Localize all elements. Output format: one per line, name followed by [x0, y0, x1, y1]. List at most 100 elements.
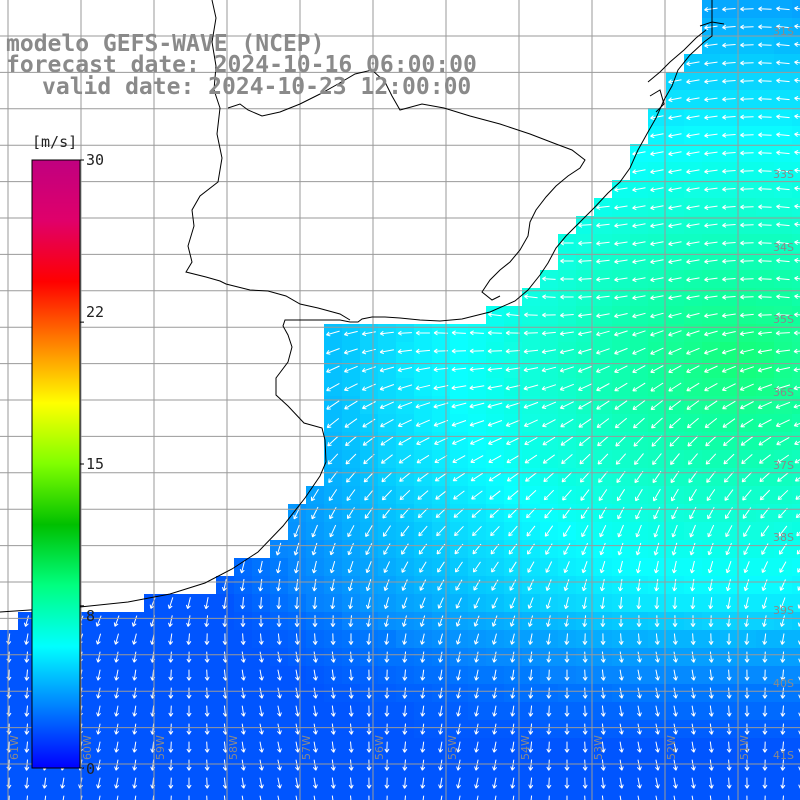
wind-arrow: [636, 777, 642, 789]
wind-arrow: [366, 687, 372, 699]
ocean-cell: [36, 792, 54, 800]
wind-arrow: [758, 186, 772, 192]
wind-arrow: [241, 795, 244, 800]
wind-arrow: [708, 759, 714, 771]
wind-arrow: [542, 419, 556, 428]
wind-arrow: [563, 561, 570, 574]
ocean-cell: [792, 720, 800, 738]
wind-arrow: [541, 330, 556, 336]
wind-arrow: [437, 597, 444, 609]
latitude-label: 33S: [773, 168, 794, 181]
wind-arrow: [740, 240, 754, 246]
wind-arrow: [80, 795, 83, 800]
wind-arrow: [560, 276, 574, 282]
wind-arrow: [312, 615, 318, 627]
wind-arrow: [470, 455, 484, 463]
colorbar-label-15: 15: [86, 455, 105, 473]
wind-arrow: [668, 312, 682, 319]
wind-arrow: [651, 435, 663, 447]
wind-arrow: [401, 597, 408, 609]
wind-arrow: [346, 489, 356, 501]
wind-arrow: [455, 561, 463, 573]
wind-arrow: [526, 525, 536, 537]
wind-arrow: [757, 366, 773, 373]
wind-arrow: [740, 436, 754, 446]
latitude-label: 38S: [773, 531, 794, 544]
wind-arrow: [258, 615, 264, 627]
ocean-cell: [666, 792, 684, 800]
wind-arrow: [776, 132, 790, 138]
wind-arrow: [186, 705, 192, 717]
wind-arrow: [618, 651, 624, 663]
wind-arrow: [726, 723, 732, 735]
wind-arrow: [668, 115, 682, 121]
wind-arrow: [96, 723, 101, 735]
wind-arrow: [721, 313, 736, 318]
wind-arrow: [582, 651, 588, 663]
longitude-label: 52W: [665, 735, 678, 760]
wind-arrow: [492, 687, 498, 699]
wind-arrow: [44, 795, 47, 800]
wind-arrow: [722, 222, 736, 228]
wind-arrow: [690, 633, 696, 645]
wind-arrow: [240, 579, 245, 592]
wind-arrow: [776, 186, 790, 192]
wind-arrow: [708, 633, 714, 645]
wind-arrow: [704, 277, 718, 282]
wind-arrow: [347, 579, 353, 592]
wind-arrow: [546, 741, 552, 753]
wind-arrow: [402, 705, 408, 717]
title-forecast-date: forecast date: 2024-10-16 06:00:00: [6, 52, 477, 78]
wind-arrow: [672, 615, 678, 627]
wind-arrow: [384, 669, 390, 681]
wind-arrow: [437, 579, 445, 591]
wind-arrow: [365, 525, 373, 538]
wind-arrow: [668, 97, 682, 103]
wind-arrow: [506, 454, 520, 464]
wind-arrow: [312, 741, 318, 753]
wind-arrow: [379, 366, 395, 373]
wind-arrow: [330, 633, 336, 645]
wind-arrow: [578, 400, 592, 410]
wind-arrow: [510, 687, 516, 699]
wind-arrow: [417, 507, 429, 519]
wind-arrow: [451, 366, 467, 372]
wind-arrow: [708, 723, 714, 735]
wind-arrow: [240, 741, 246, 753]
wind-arrow: [654, 651, 660, 663]
wind-arrow: [344, 365, 358, 373]
wind-arrow: [451, 330, 466, 336]
wind-arrow: [491, 561, 499, 573]
wind-arrow: [492, 705, 498, 717]
wind-arrow: [397, 401, 413, 409]
wind-arrow: [546, 669, 552, 681]
wind-arrow: [330, 651, 336, 663]
ocean-cell: [468, 792, 486, 800]
wind-arrow: [383, 597, 390, 609]
wind-arrow: [596, 418, 610, 428]
wind-arrow: [545, 579, 552, 591]
wind-arrow: [471, 508, 483, 518]
wind-arrow: [438, 777, 444, 789]
wind-arrow: [438, 651, 444, 663]
wind-arrow: [24, 687, 30, 699]
ocean-cell: [288, 792, 306, 800]
wind-arrow: [778, 507, 788, 519]
wind-arrow: [114, 777, 120, 789]
wind-arrow: [668, 400, 682, 410]
wind-arrow: [222, 597, 228, 610]
wind-arrow: [384, 633, 390, 645]
wind-arrow: [548, 795, 550, 800]
latitude-label: 39S: [773, 604, 794, 617]
wind-arrow: [614, 382, 628, 392]
wind-arrow: [582, 705, 588, 717]
wind-arrow: [632, 241, 646, 247]
wind-arrow: [204, 777, 210, 789]
wind-arrow: [508, 525, 518, 537]
wind-arrow: [614, 187, 628, 192]
wind-arrow: [758, 168, 772, 174]
wind-arrow: [438, 705, 444, 717]
wind-arrow: [381, 489, 392, 501]
wind-arrow: [416, 437, 430, 446]
wind-arrow: [723, 471, 734, 483]
